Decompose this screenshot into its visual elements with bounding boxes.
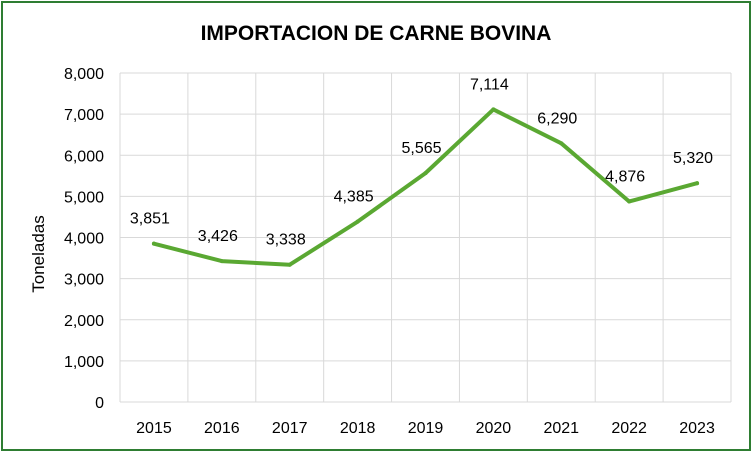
data-point — [423, 171, 428, 176]
y-tick-label: 1,000 — [64, 354, 104, 371]
data-label: 5,320 — [673, 150, 713, 167]
data-label: 3,426 — [198, 228, 238, 245]
data-point — [627, 199, 632, 204]
horizontal-gridlines — [120, 72, 731, 403]
data-point — [287, 262, 292, 267]
data-label: 7,114 — [470, 76, 509, 93]
data-label: 3,851 — [130, 211, 170, 228]
y-tick-label: 7,000 — [64, 107, 104, 124]
data-point — [219, 259, 224, 264]
y-tick-label: 6,000 — [64, 148, 104, 165]
data-label: 3,338 — [266, 232, 306, 249]
data-point — [695, 181, 700, 186]
x-tick-label: 2020 — [476, 420, 512, 437]
x-tick-label: 2018 — [340, 420, 376, 437]
y-axis-ticks: 0 1,000 2,000 3,000 4,000 5,000 6,000 7,000 8,00… — [64, 66, 104, 412]
data-labels: 3,851 3,426 3,338 4,385 5,565 7,114 6,290 4,876… — [130, 76, 713, 248]
y-tick-label: 3,000 — [64, 272, 104, 289]
x-tick-label: 2022 — [611, 420, 647, 437]
y-tick-label: 5,000 — [64, 189, 104, 206]
y-tick-label: 4,000 — [64, 231, 104, 248]
x-tick-label: 2016 — [204, 420, 240, 437]
chart-title: IMPORTACION DE CARNE BOVINA — [201, 22, 552, 45]
x-tick-label: 2017 — [272, 420, 308, 437]
data-label: 5,565 — [401, 140, 441, 157]
x-tick-label: 2021 — [543, 420, 579, 437]
y-tick-label: 2,000 — [64, 313, 104, 330]
series-group — [151, 107, 700, 267]
y-tick-label: 0 — [95, 395, 104, 412]
x-tick-label: 2015 — [136, 420, 172, 437]
x-tick-label: 2019 — [408, 420, 444, 437]
data-point — [491, 107, 496, 112]
data-label: 4,385 — [334, 189, 374, 206]
x-axis-ticks: 2015 2016 2017 2018 2019 2020 2021 2022 2023 — [136, 420, 715, 437]
data-label: 4,876 — [605, 168, 645, 185]
data-label: 6,290 — [537, 110, 577, 127]
data-point — [355, 219, 360, 224]
y-tick-label: 8,000 — [64, 66, 104, 83]
x-tick-label: 2023 — [679, 420, 715, 437]
data-point — [151, 241, 156, 246]
y-axis-label: Toneladas — [29, 215, 48, 293]
data-point — [559, 141, 564, 146]
